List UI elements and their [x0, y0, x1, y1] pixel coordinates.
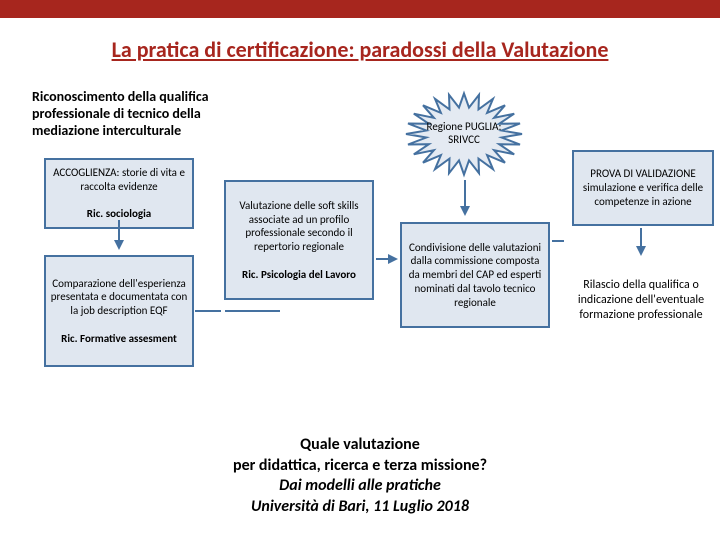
footer-block: Quale valutazione per didattica, ricerca… — [0, 435, 720, 518]
arrow-down-icon — [636, 246, 646, 256]
arrow-down-icon — [114, 240, 124, 250]
footer-line-italic: Dai modelli alle pratiche — [0, 476, 720, 497]
footer-line: Quale valutazione — [0, 435, 720, 456]
box-rilascio: Rilascio della qualifica o indicazione d… — [564, 260, 718, 340]
arrow-stem — [195, 310, 221, 312]
footer-line: per didattica, ricerca e terza missione? — [0, 456, 720, 477]
box-accoglienza: ACCOGLIENZA: storie di vita e raccolta e… — [44, 158, 194, 229]
star-label-line1: Regione PUGLIA: — [427, 120, 502, 133]
arrow-stem — [118, 220, 120, 240]
box-comparazione: Comparazione dell'esperienza presentata … — [44, 255, 194, 367]
arrow-stem — [552, 240, 564, 242]
box-prova: PROVA DI VALIDAZIONE simulazione e verif… — [572, 150, 714, 226]
footer-line-italic: Università di Bari, 11 Luglio 2018 — [0, 497, 720, 518]
intro-text: Riconoscimento della qualifica professio… — [32, 88, 252, 139]
box-condivisione: Condivisione delle valutazioni dalla com… — [400, 222, 550, 328]
star-label: Regione PUGLIA: SRIVCC — [404, 120, 524, 146]
header-bar — [0, 0, 720, 18]
star-label-line2: SRIVCC — [448, 133, 480, 146]
arrow-stem — [640, 228, 642, 248]
arrow-right-icon — [388, 254, 398, 264]
page-title: La pratica di certificazione: paradossi … — [0, 18, 720, 73]
box-valutazione: Valutazione delle soft skills associate … — [224, 180, 374, 300]
arrow-stem — [464, 180, 466, 208]
arrow-down-icon — [460, 206, 470, 216]
arrow-underline — [225, 310, 280, 312]
